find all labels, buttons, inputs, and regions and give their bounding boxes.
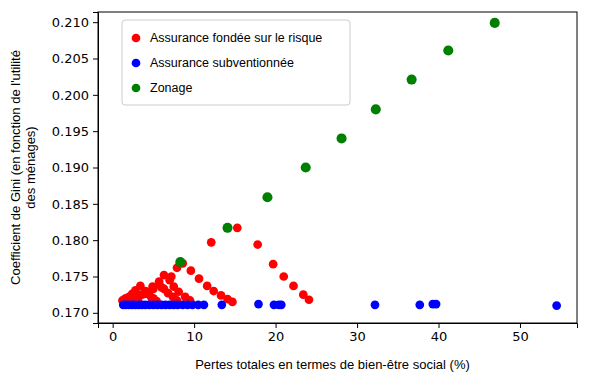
x-tick-mark — [113, 323, 114, 328]
x-axis-line — [99, 324, 578, 329]
y-tick: 0.185 — [52, 196, 98, 211]
y-tick-label: 0.170 — [52, 305, 89, 320]
x-tick-mark — [194, 323, 195, 328]
point — [222, 223, 232, 233]
y-tick: 0.180 — [52, 233, 98, 248]
point — [157, 283, 166, 292]
y-tick-label: 0.185 — [52, 196, 89, 211]
y-tick-mark — [93, 168, 98, 169]
point — [269, 260, 278, 269]
point — [337, 133, 347, 143]
point — [253, 240, 262, 249]
x-tick-label: 40 — [431, 329, 448, 344]
x-axis-title: Pertes totales en termes de bien-être so… — [195, 357, 470, 372]
point — [552, 301, 561, 310]
point — [228, 298, 237, 307]
y-tick-mark — [93, 22, 98, 23]
y-tick-mark — [93, 59, 98, 60]
x-tick: 20 — [268, 323, 285, 344]
y-tick-label: 0.175 — [52, 269, 89, 284]
y-tick-label: 0.190 — [52, 160, 89, 175]
y-tick-label: 0.195 — [52, 124, 89, 139]
point — [207, 238, 216, 247]
chart: 0 10 20 30 40 50 0.170 0.175 0.180 0.185 0.190 0.19… — [0, 0, 597, 379]
point — [254, 300, 263, 309]
y-tick-label: 0.205 — [52, 51, 89, 66]
point — [262, 192, 272, 202]
legend-marker — [132, 34, 141, 43]
point — [415, 300, 424, 309]
y-tick-mark — [93, 204, 98, 205]
x-tick: 50 — [512, 323, 529, 344]
legend: Assurance fondée sur le risque Assurance … — [122, 20, 350, 105]
y-tick: 0.170 — [52, 305, 98, 320]
point — [407, 75, 417, 85]
x-tick: 30 — [349, 323, 366, 344]
point — [175, 257, 185, 267]
point — [443, 45, 453, 55]
y-axis-title-line: des ménages) — [23, 126, 38, 208]
y-tick-mark — [93, 313, 98, 314]
legend-label: Assurance subventionnée — [150, 56, 294, 70]
y-tick: 0.210 — [52, 15, 98, 30]
y-tick: 0.200 — [52, 87, 98, 102]
point — [490, 18, 500, 28]
y-tick: 0.175 — [52, 269, 98, 284]
point — [289, 282, 298, 291]
point — [209, 287, 218, 296]
legend-box — [122, 20, 350, 105]
point — [217, 300, 226, 309]
y-tick: 0.195 — [52, 124, 98, 139]
y-tick-label: 0.200 — [52, 87, 89, 102]
y-tick-mark — [93, 240, 98, 241]
point — [277, 300, 286, 309]
legend-marker — [132, 84, 141, 93]
y-axis-title: Coefficient de Gini (en fonction de l'ut… — [8, 50, 38, 285]
x-tick-mark — [276, 323, 277, 328]
x-tick-label: 20 — [268, 329, 285, 344]
point — [195, 274, 204, 283]
series — [118, 223, 313, 306]
x-tick-label: 0 — [109, 329, 117, 344]
legend-marker — [132, 59, 141, 68]
legend-label: Zonage — [150, 81, 192, 95]
point — [305, 295, 314, 304]
y-tick-label: 0.210 — [52, 15, 89, 30]
y-tick: 0.190 — [52, 160, 98, 175]
point — [186, 266, 195, 275]
y-tick-mark — [93, 131, 98, 132]
plot: 0 10 20 30 40 50 0.170 0.175 0.180 0.185 0.190 0.19… — [52, 12, 578, 344]
x-tick-label: 10 — [186, 329, 203, 344]
point — [432, 300, 441, 309]
y-axis: 0.170 0.175 0.180 0.185 0.190 0.195 0.200 0.205… — [52, 13, 99, 324]
x-tick-mark — [357, 323, 358, 328]
y-tick: 0.205 — [52, 51, 98, 66]
legend-label: Assurance fondée sur le risque — [150, 31, 322, 45]
point — [200, 300, 209, 309]
x-tick: 40 — [431, 323, 448, 344]
point — [371, 300, 380, 309]
points — [118, 18, 561, 310]
point — [233, 223, 242, 232]
point — [371, 104, 381, 114]
y-tick-mark — [93, 95, 98, 96]
y-tick-label: 0.180 — [52, 233, 89, 248]
x-tick-label: 30 — [349, 329, 366, 344]
y-axis-title-line: Coefficient de Gini (en fonction de l'ut… — [8, 50, 23, 285]
x-axis: 0 10 20 30 40 50 — [99, 323, 578, 344]
plot-frame — [98, 12, 577, 323]
x-tick-mark — [439, 323, 440, 328]
point — [167, 272, 176, 281]
y-tick-mark — [93, 276, 98, 277]
x-tick: 0 — [109, 323, 117, 344]
x-tick: 10 — [186, 323, 203, 344]
point — [279, 272, 288, 281]
x-tick-mark — [520, 323, 521, 328]
point — [301, 162, 311, 172]
x-tick-label: 50 — [512, 329, 529, 344]
series — [119, 300, 561, 310]
